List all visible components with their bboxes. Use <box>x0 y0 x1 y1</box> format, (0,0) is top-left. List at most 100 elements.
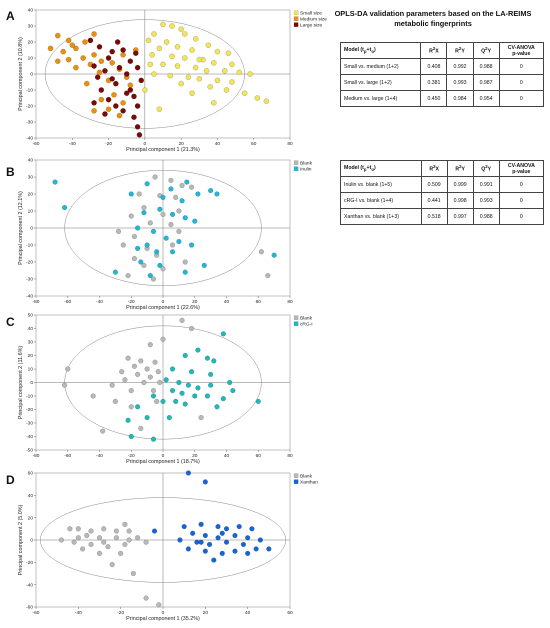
data-point <box>255 398 261 405</box>
table-cell: 0.988 <box>472 208 500 225</box>
y-tick-label: 10 <box>28 56 34 62</box>
legend-swatch <box>293 479 299 484</box>
data-point <box>208 382 214 388</box>
x-tick-label: 80 <box>287 141 293 147</box>
legend-swatch <box>293 16 299 21</box>
table-cell: Medium vs. large (1+4) <box>339 90 422 107</box>
data-point <box>94 74 101 80</box>
data-point <box>147 61 154 68</box>
x-tick-label: -60 <box>64 453 71 459</box>
x-tick-label: 40 <box>224 453 230 459</box>
data-point <box>116 64 123 71</box>
validation-table-1: Model (tp+to) R2X R2Y Q2Y CV-ANOVA p-valu… <box>339 42 545 107</box>
data-point <box>150 388 157 394</box>
data-point <box>192 218 198 224</box>
data-point <box>96 535 103 541</box>
x-tick-label: 60 <box>256 299 262 305</box>
data-point <box>151 528 158 534</box>
data-point <box>196 56 203 63</box>
x-tick-label: 40 <box>215 141 221 147</box>
table-cell: 0.450 <box>420 90 448 107</box>
data-point <box>173 194 179 201</box>
data-point <box>181 31 188 37</box>
data-point <box>109 561 115 568</box>
data-point <box>223 539 230 545</box>
table-cell: 0.381 <box>420 74 448 91</box>
data-point <box>112 398 118 405</box>
x-tick-label: -60 <box>64 299 71 305</box>
table-cell: Xanthan vs. blank (1+3) <box>340 208 422 225</box>
confidence-ellipse <box>64 169 262 287</box>
data-point <box>247 71 253 77</box>
data-point <box>157 262 163 269</box>
data-point <box>135 404 141 410</box>
table-title: OPLS-DA validation parameters based on t… <box>334 9 532 28</box>
data-point <box>105 544 111 550</box>
x-axis-label: Principal component 1 (35.2%) <box>126 616 200 622</box>
data-point <box>190 530 196 536</box>
x-tick-label: 0 <box>144 141 147 147</box>
table-row: Small vs. large (1+2) 0.381 0.993 0.987 0 <box>339 74 545 91</box>
data-point <box>75 526 81 532</box>
y-tick-label: -20 <box>26 560 33 566</box>
data-point <box>147 374 153 380</box>
legend-label: Medium size <box>300 17 327 23</box>
data-point <box>206 541 213 548</box>
data-point <box>123 90 130 96</box>
data-point <box>166 415 172 421</box>
data-point <box>115 228 122 235</box>
table-cell: Small vs. medium (1+2) <box>339 58 422 75</box>
table-header-row: Model (tp+to) R2X R2Y Q2Y CV-ANOVA p-valu… <box>339 42 545 59</box>
data-point <box>202 479 208 485</box>
data-point <box>65 56 72 63</box>
data-point <box>202 548 208 554</box>
data-point <box>254 95 261 101</box>
data-point <box>179 317 185 324</box>
legend-label: Xanthan <box>300 480 318 486</box>
data-point <box>266 546 272 552</box>
data-point <box>181 55 188 61</box>
legend-label: cRG-I <box>300 322 313 328</box>
data-point <box>249 526 255 532</box>
table-header-r2y: R2Y <box>446 42 474 59</box>
data-point <box>88 528 94 534</box>
x-tick-label: -40 <box>69 141 76 147</box>
data-point <box>208 188 214 194</box>
data-point <box>58 537 65 543</box>
validation-table-2: Model (tp+to) R2X R2Y Q2Y CV-ANOVA p-valu… <box>340 160 545 225</box>
data-point <box>123 71 130 77</box>
data-point <box>145 37 152 44</box>
table-cell: 0.441 <box>420 192 448 209</box>
data-point <box>179 182 185 189</box>
y-tick-label: 40 <box>28 8 34 14</box>
data-point <box>219 550 225 557</box>
table-cell: 0.993 <box>472 192 500 209</box>
data-point <box>79 546 86 552</box>
data-point <box>253 546 259 552</box>
legend-label: Inulin <box>300 167 312 173</box>
data-point <box>150 393 157 399</box>
table-cell: 0.518 <box>420 208 448 225</box>
data-point <box>201 262 207 269</box>
data-point <box>91 52 97 58</box>
table-row: cRG-I vs. blank (1+4) 0.441 0.998 0.993 0 <box>340 192 545 209</box>
x-tick-label: 60 <box>287 610 293 616</box>
y-axis-label: Principal component 2 (12.1%) <box>18 191 24 265</box>
data-point <box>173 398 179 405</box>
data-point <box>204 393 211 399</box>
data-point <box>52 179 58 185</box>
y-tick-label: -40 <box>26 136 33 142</box>
data-point <box>229 61 235 68</box>
data-point <box>169 53 175 60</box>
data-point <box>125 273 131 279</box>
data-point <box>109 76 115 82</box>
data-point <box>130 570 136 577</box>
x-tick-label: 20 <box>203 610 209 616</box>
data-point <box>125 355 131 361</box>
data-point <box>184 179 190 185</box>
data-point <box>118 550 124 557</box>
confidence-ellipse <box>39 497 287 583</box>
data-point <box>157 206 163 212</box>
data-point <box>208 371 214 378</box>
